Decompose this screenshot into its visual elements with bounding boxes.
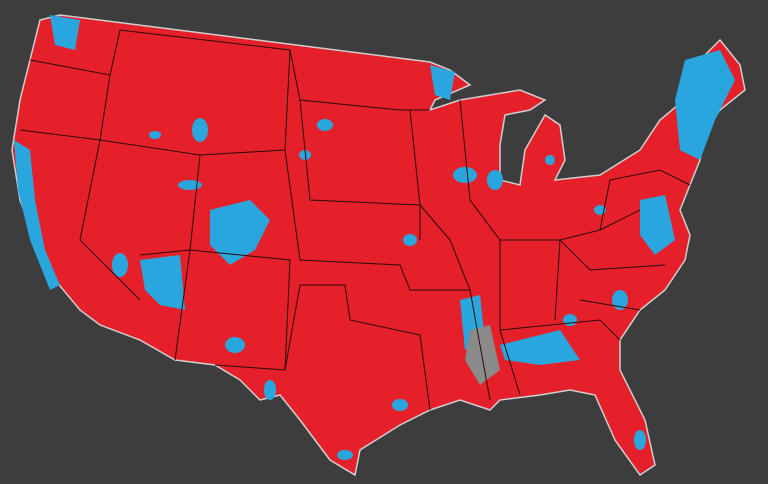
state-borders xyxy=(19,29,691,411)
blue-counties xyxy=(14,15,735,460)
gray-counties xyxy=(465,325,500,385)
